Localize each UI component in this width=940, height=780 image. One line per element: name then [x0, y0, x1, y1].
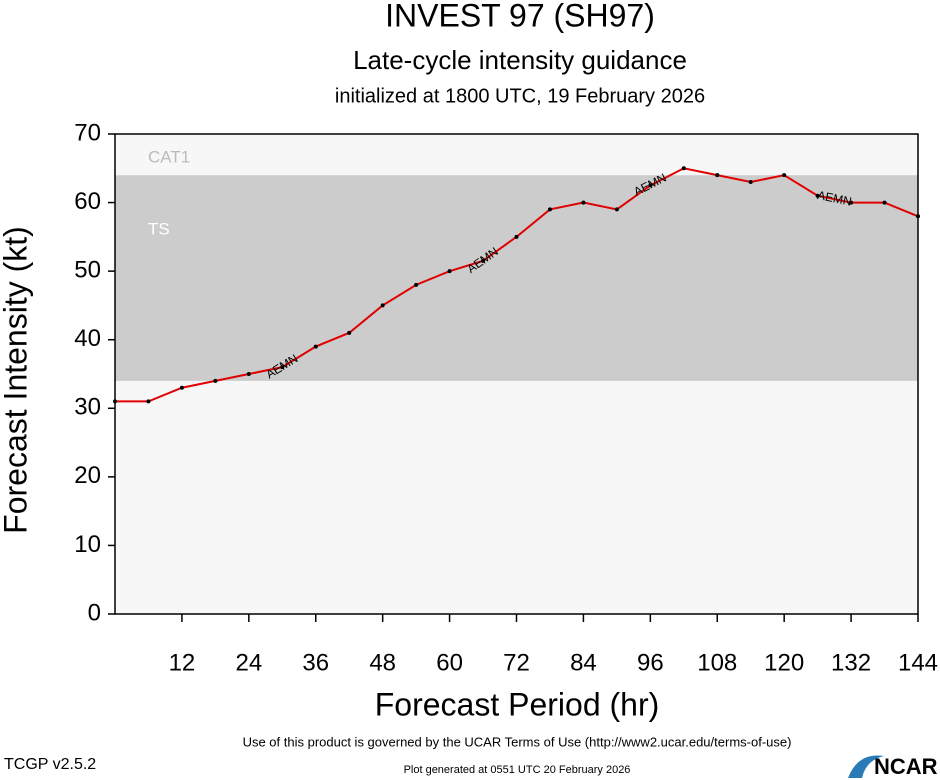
intensity-band — [115, 175, 918, 381]
data-point — [648, 183, 653, 188]
logo-swoosh — [848, 755, 884, 778]
data-point — [246, 372, 251, 376]
intensity-band — [115, 134, 918, 176]
terms-note: Use of this product is governed by the U… — [243, 734, 792, 749]
data-point — [414, 282, 419, 287]
data-point — [882, 200, 887, 205]
y-tick-label: 30 — [74, 394, 101, 421]
init-time: initialized at 1800 UTC, 19 February 202… — [335, 85, 705, 107]
x-tick-label: 36 — [302, 649, 329, 676]
x-tick-label: 96 — [637, 649, 664, 676]
y-tick-label: 20 — [74, 462, 101, 489]
x-tick-label: 24 — [235, 649, 262, 676]
data-point — [815, 193, 820, 198]
data-point — [782, 173, 787, 178]
x-tick-label: 120 — [764, 649, 804, 676]
data-point — [347, 330, 352, 335]
data-point — [179, 385, 184, 390]
band-label: TS — [148, 219, 170, 238]
y-tick-label: 50 — [74, 256, 101, 283]
x-tick-label: 144 — [898, 649, 938, 676]
y-tick-label: 10 — [74, 531, 101, 558]
y-tick-label: 70 — [74, 119, 101, 146]
data-point — [715, 173, 720, 178]
data-point — [146, 399, 151, 404]
x-axis-label: Forecast Period (hr) — [375, 686, 660, 722]
generated-note: Plot generated at 0551 UTC 20 February 2… — [404, 764, 631, 776]
chart-title: INVEST 97 (SH97) — [385, 0, 655, 33]
data-point — [748, 180, 753, 184]
data-point — [380, 303, 385, 308]
series-label: AEMN — [816, 188, 853, 209]
version: TCGP v2.5.2 — [4, 756, 96, 773]
data-point — [849, 200, 854, 205]
x-tick-label: 132 — [831, 649, 871, 676]
data-point — [581, 200, 586, 205]
band-label: CAT1 — [148, 147, 190, 166]
chart-subtitle: Late-cycle intensity guidance — [353, 45, 687, 75]
x-tick-label: 108 — [697, 649, 737, 676]
x-tick-label: 72 — [503, 649, 530, 676]
data-point — [313, 344, 318, 349]
y-axis-label: Forecast Intensity (kt) — [0, 226, 33, 534]
y-tick-label: 0 — [88, 599, 101, 626]
x-tick-label: 60 — [436, 649, 463, 676]
data-point — [447, 269, 452, 274]
logo: NCAR — [874, 754, 938, 779]
plot-frame — [114, 133, 919, 615]
y-tick-label: 60 — [74, 188, 101, 215]
data-point — [547, 207, 552, 212]
data-point — [280, 365, 285, 370]
x-tick-label: 84 — [570, 649, 597, 676]
x-tick-label: 48 — [369, 649, 396, 676]
y-tick-label: 40 — [74, 325, 101, 352]
data-point — [213, 378, 218, 383]
data-point — [514, 234, 519, 239]
x-tick-label: 12 — [169, 649, 196, 676]
data-point — [481, 258, 486, 263]
data-point — [681, 166, 686, 171]
data-point — [614, 207, 619, 212]
